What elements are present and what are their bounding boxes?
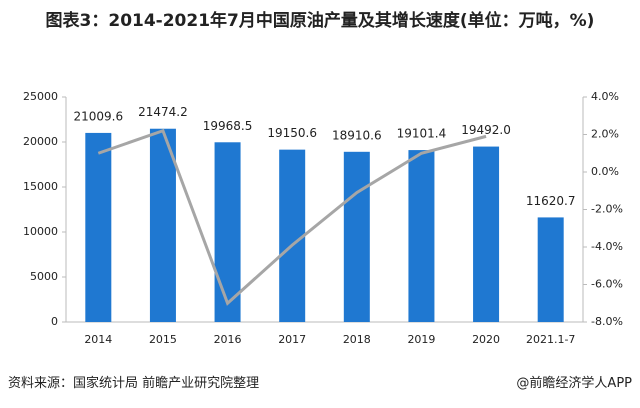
bar	[408, 150, 435, 322]
y2-tick-label: -8.0%	[591, 315, 623, 328]
y2-tick-label: -6.0%	[591, 278, 623, 291]
value-label: 18910.6	[332, 128, 382, 142]
chart: 0 5000 10000 15000 20000 25000 -8.0% -6.0% -4.0%…	[23, 90, 623, 346]
line	[97, 128, 487, 306]
x-tick-label: 2021.1-7	[526, 333, 575, 346]
x-tick-label: 2020	[472, 333, 500, 346]
value-label: 21009.6	[74, 109, 124, 123]
x-tick-label: 2014	[84, 333, 112, 346]
bar	[214, 142, 241, 322]
credit: @前瞻经济学人APP	[516, 376, 632, 391]
y-tick-label: 15000	[23, 180, 58, 193]
x-tick-label: 2015	[149, 333, 177, 346]
y-tick-label: 5000	[30, 270, 58, 283]
source: 资料来源：国家统计局 前瞻产业研究院整理	[8, 376, 260, 391]
y-tick-label: 10000	[23, 225, 58, 238]
y2-tick-label: -4.0%	[591, 240, 623, 253]
y-tick-label: 0	[51, 315, 58, 328]
y2-tick-label: 2.0%	[591, 128, 619, 141]
value-label: 19492.0	[461, 123, 511, 137]
bar	[473, 146, 500, 322]
bar	[537, 217, 564, 322]
y2-tick-label: 0.0%	[591, 165, 619, 178]
value-label: 21474.2	[138, 105, 188, 119]
x-tick-label: 2017	[278, 333, 306, 346]
bar	[343, 151, 370, 322]
bar	[85, 132, 112, 322]
chart-title: 图表3：2014-2021年7月中国原油产量及其增长速度(单位：万吨，%)	[45, 11, 595, 31]
bar	[149, 128, 176, 322]
bar	[279, 149, 306, 322]
value-label: 19150.6	[267, 126, 317, 140]
value-label: 19101.4	[397, 127, 447, 141]
x-tick-label: 2016	[214, 333, 242, 346]
y2-tick-label: -2.0%	[591, 203, 623, 216]
value-label: 19968.5	[203, 119, 253, 133]
value-label: 11620.7	[526, 194, 576, 208]
x-tick-label: 2018	[343, 333, 371, 346]
y-tick-label: 20000	[23, 135, 58, 148]
y-tick-label: 25000	[23, 90, 58, 103]
y2-tick-label: 4.0%	[591, 90, 619, 103]
x-tick-label: 2019	[407, 333, 435, 346]
